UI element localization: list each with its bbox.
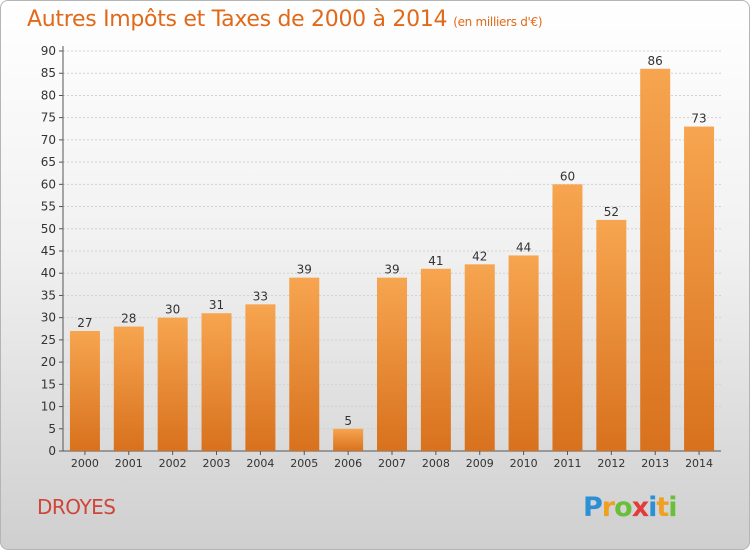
y-tick-label: 40 <box>41 266 56 280</box>
x-tick-label-2014: 2014 <box>685 457 713 470</box>
y-tick-label: 0 <box>48 444 56 458</box>
data-labels: 27 28 30 31 33 39 5 39 41 42 44 60 52 86 73 <box>77 54 706 428</box>
x-tick-label-2005: 2005 <box>290 457 318 470</box>
x-tick-label-2004: 2004 <box>246 457 274 470</box>
data-label-2002: 30 <box>165 303 180 317</box>
bar-2013 <box>640 68 671 452</box>
bar-2014 <box>684 126 715 452</box>
bar-2002 <box>157 317 188 451</box>
x-tick-label-2001: 2001 <box>115 457 143 470</box>
proxiti-logo: Proxiti <box>583 492 678 523</box>
y-tick-label: 75 <box>41 111 56 125</box>
data-label-2013: 86 <box>648 54 663 68</box>
y-tick-label: 20 <box>41 355 56 369</box>
bar-2005 <box>289 277 320 451</box>
y-tick-label: 60 <box>41 177 56 191</box>
y-tick-label: 80 <box>41 88 56 102</box>
data-label-2004: 33 <box>253 289 268 303</box>
y-tick-label: 5 <box>48 422 56 436</box>
x-tick-label-2007: 2007 <box>378 457 406 470</box>
bar-2007 <box>377 277 407 451</box>
x-tick-label-2012: 2012 <box>597 457 625 470</box>
x-tick-label-2009: 2009 <box>466 457 494 470</box>
data-label-2003: 31 <box>209 298 224 312</box>
data-label-2010: 44 <box>516 240 531 254</box>
data-label-2006: 5 <box>344 414 352 428</box>
y-tick-label: 50 <box>41 222 56 236</box>
bar-2004 <box>245 304 276 451</box>
chart-title-text: Autres Impôts et Taxes de 2000 à 2014 <box>27 7 448 32</box>
x-tick-label-2013: 2013 <box>641 457 669 470</box>
svg-text:Proxiti: Proxiti <box>583 492 677 523</box>
chart-unit: (en milliers d'€) <box>453 15 543 29</box>
x-tick-label-2008: 2008 <box>422 457 450 470</box>
y-tick-label: 90 <box>41 44 56 58</box>
data-label-2001: 28 <box>121 312 136 326</box>
data-label-2014: 73 <box>691 112 706 126</box>
data-label-2005: 39 <box>297 263 312 277</box>
axes: 0 5 10 15 20 25 30 35 40 45 50 55 60 65 70 75 80 85 90 2000… <box>41 44 721 470</box>
y-tick-label: 65 <box>41 155 56 169</box>
x-tick-label-2011: 2011 <box>553 457 581 470</box>
bar-2001 <box>113 326 144 451</box>
y-tick-label: 85 <box>41 66 56 80</box>
y-tick-label: 55 <box>41 200 56 214</box>
x-tick-label-2002: 2002 <box>159 457 187 470</box>
bar-2003 <box>201 313 232 451</box>
y-tick-label: 30 <box>41 311 56 325</box>
data-label-2012: 52 <box>604 205 619 219</box>
data-label-2009: 42 <box>472 249 487 263</box>
y-tick-label: 25 <box>41 333 56 347</box>
commune-name: DROYES <box>37 495 116 519</box>
x-tick-label-2010: 2010 <box>510 457 538 470</box>
bar-2009 <box>464 264 495 451</box>
bar-2006 <box>333 428 364 451</box>
data-label-2011: 60 <box>560 169 575 183</box>
bar-2012 <box>596 219 627 451</box>
x-tick-label-2003: 2003 <box>203 457 231 470</box>
data-label-2000: 27 <box>77 316 92 330</box>
bar-2008 <box>420 268 451 451</box>
y-tick-label: 15 <box>41 377 56 391</box>
data-label-2007: 39 <box>384 263 399 277</box>
y-tick-label: 45 <box>41 244 56 258</box>
y-tick-label: 10 <box>41 400 56 414</box>
x-tick-label-2006: 2006 <box>334 457 362 470</box>
y-tick-label: 35 <box>41 288 56 302</box>
chart-title: Autres Impôts et Taxes de 2000 à 2014 (en… <box>27 7 543 32</box>
x-tick-label-2000: 2000 <box>71 457 99 470</box>
y-tick-label: 70 <box>41 133 56 147</box>
bar-2010 <box>508 255 539 451</box>
bar-2011 <box>552 184 583 452</box>
bar-2000 <box>69 331 100 451</box>
data-label-2008: 41 <box>428 254 443 268</box>
bars <box>69 68 715 452</box>
